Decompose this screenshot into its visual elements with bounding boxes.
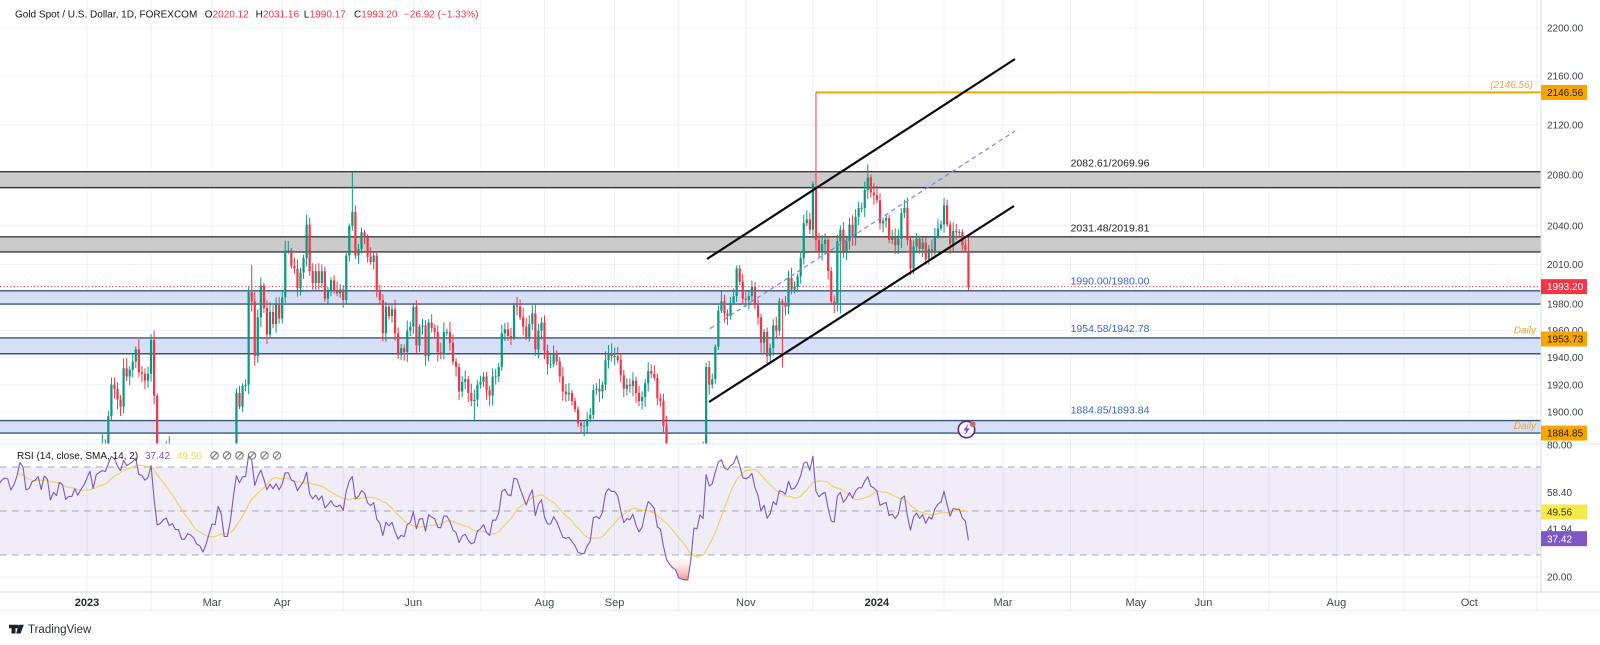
svg-text:Sep: Sep — [605, 597, 625, 609]
svg-text:2146.56: 2146.56 — [1547, 88, 1584, 99]
svg-text:2031.16: 2031.16 — [263, 10, 300, 21]
svg-text:1900.00: 1900.00 — [1547, 408, 1584, 419]
svg-text:2031.48/2019.81: 2031.48/2019.81 — [1071, 222, 1150, 234]
svg-text:Jun: Jun — [1195, 597, 1213, 609]
svg-text:2080.00: 2080.00 — [1547, 171, 1584, 182]
svg-text:37.42: 37.42 — [1547, 534, 1572, 545]
svg-text:1884.85/1893.84: 1884.85/1893.84 — [1071, 405, 1150, 417]
svg-text:Aug: Aug — [1327, 597, 1347, 609]
svg-text:2010.00: 2010.00 — [1547, 260, 1584, 271]
svg-text:Oct: Oct — [1461, 597, 1478, 609]
svg-text:C: C — [354, 10, 361, 21]
svg-text:Nov: Nov — [736, 597, 756, 609]
svg-text:May: May — [1126, 597, 1147, 609]
svg-text:49.56: 49.56 — [177, 451, 202, 462]
svg-text:Mar: Mar — [994, 597, 1013, 609]
svg-text:41.94: 41.94 — [1547, 524, 1572, 535]
svg-text:2082.61/2069.96: 2082.61/2069.96 — [1071, 158, 1150, 170]
svg-text:Daily: Daily — [1514, 325, 1537, 336]
svg-text:Apr: Apr — [274, 597, 291, 609]
svg-text:Gold Spot / U.S. Dollar, 1D, F: Gold Spot / U.S. Dollar, 1D, FOREXCOM — [15, 10, 197, 21]
svg-text:1940.00: 1940.00 — [1547, 353, 1584, 364]
svg-text:2200.00: 2200.00 — [1547, 24, 1584, 35]
svg-text:2160.00: 2160.00 — [1547, 72, 1584, 83]
svg-text:Aug: Aug — [535, 597, 555, 609]
svg-text:2020.12: 2020.12 — [213, 10, 250, 21]
svg-text:80.00: 80.00 — [1547, 441, 1572, 452]
svg-text:2024: 2024 — [865, 597, 890, 609]
svg-text:49.56: 49.56 — [1547, 508, 1572, 519]
svg-text:TradingView: TradingView — [28, 624, 92, 636]
svg-text:1993.20: 1993.20 — [1547, 282, 1584, 293]
svg-text:−26.92 (−1.33%): −26.92 (−1.33%) — [404, 10, 479, 21]
svg-text:1990.00/1980.00: 1990.00/1980.00 — [1071, 276, 1150, 288]
svg-text:1884.85: 1884.85 — [1547, 429, 1584, 440]
svg-text:1954.58/1942.78: 1954.58/1942.78 — [1071, 323, 1150, 335]
svg-text:Daily: Daily — [1514, 421, 1537, 432]
svg-text:Mar: Mar — [203, 597, 222, 609]
svg-text:H: H — [256, 10, 263, 21]
svg-text:20.00: 20.00 — [1547, 573, 1572, 584]
svg-text:1920.00: 1920.00 — [1547, 380, 1584, 391]
svg-text:58.40: 58.40 — [1547, 488, 1572, 499]
svg-text:37.42: 37.42 — [145, 451, 170, 462]
svg-text:2120.00: 2120.00 — [1547, 121, 1584, 132]
svg-text:2023: 2023 — [75, 597, 99, 609]
svg-text:1993.20: 1993.20 — [361, 10, 398, 21]
svg-text:L: L — [304, 10, 310, 21]
svg-text:1990.17: 1990.17 — [310, 10, 347, 21]
svg-text:Jun: Jun — [404, 597, 422, 609]
svg-text:2040.00: 2040.00 — [1547, 221, 1584, 232]
svg-text:(2146.56): (2146.56) — [1490, 80, 1533, 91]
svg-text:1953.73: 1953.73 — [1547, 335, 1584, 346]
svg-text:1980.00: 1980.00 — [1547, 300, 1584, 311]
svg-text:RSI (14, close, SMA, 14, 2): RSI (14, close, SMA, 14, 2) — [17, 451, 138, 462]
svg-text:O: O — [205, 10, 213, 21]
